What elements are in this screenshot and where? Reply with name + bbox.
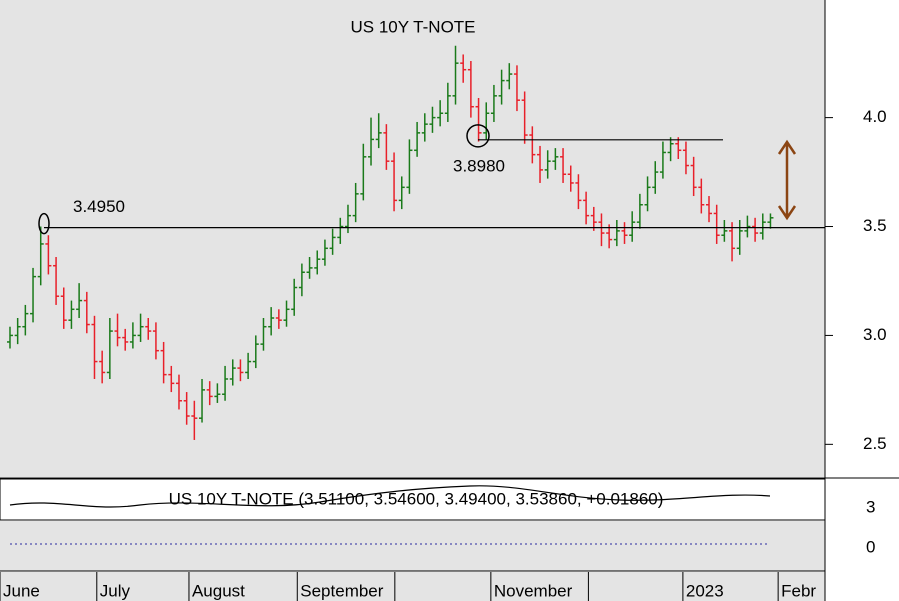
indicator-tick: 0 — [866, 537, 875, 556]
indicator-tick: 3 — [866, 497, 875, 516]
level-label: 3.4950 — [73, 197, 125, 216]
time-axis — [0, 572, 825, 601]
x-tick-label: November — [494, 581, 573, 600]
chart-title: US 10Y T-NOTE — [350, 17, 475, 36]
level-label: 3.8980 — [453, 156, 505, 175]
indicator-line — [9, 485, 771, 508]
x-tick-label: August — [192, 581, 245, 600]
x-tick-label: Febr — [781, 581, 816, 600]
y-tick-label: 4.0 — [863, 107, 887, 126]
indicator-label: US 10Y T-NOTE (3.51100, 3.54600, 3.49400… — [169, 489, 664, 508]
range-arrow — [777, 139, 797, 221]
volume-panel — [0, 521, 825, 571]
y-tick-label: 3.0 — [863, 325, 887, 344]
y-tick-label: 2.5 — [863, 434, 887, 453]
x-tick-label: July — [100, 581, 131, 600]
y-tick-label: 3.5 — [863, 216, 887, 235]
x-tick-label: 2023 — [686, 581, 724, 600]
price-panel — [0, 0, 825, 477]
x-tick-label: June — [3, 581, 40, 600]
level-marker — [466, 124, 490, 148]
level-marker — [38, 212, 50, 235]
x-tick-label: September — [300, 581, 383, 600]
indicator-panel — [0, 478, 826, 521]
